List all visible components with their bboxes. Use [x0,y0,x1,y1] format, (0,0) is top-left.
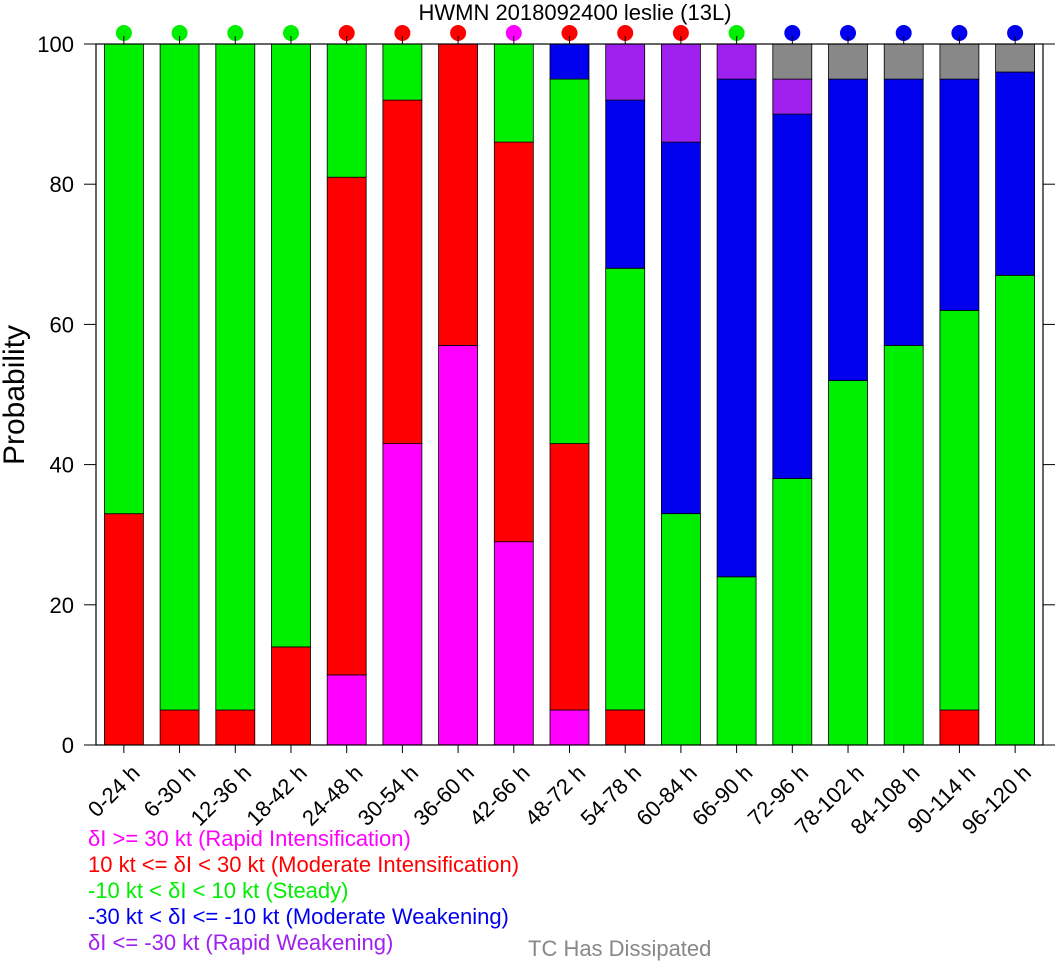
bar-mi-1 [159,709,200,746]
top-marker-8 [561,25,578,41]
bar-st-15 [939,309,980,711]
x-tick-label-10: 60-84 h [631,760,701,830]
bar-mw-8 [549,43,590,80]
y-axis: 0 20 40 60 80 100 [37,32,1055,758]
top-marker-6 [450,25,467,41]
bar-mw-9 [605,99,646,269]
bar-mw-16 [995,71,1035,276]
y-tick-label-1: 20 [50,593,74,618]
x-tick-label-6: 36-60 h [408,760,478,830]
bar-st-4 [326,43,367,178]
bar-mi-9 [605,709,646,746]
bar-st-3 [271,43,311,648]
bar-st-11 [716,576,757,746]
bar-mi-6 [438,43,479,346]
bar-ri-4 [326,674,367,746]
x-tick-label-5: 30-54 h [353,760,423,830]
chart-title: HWMN 2018092400 leslie (13L) [418,0,731,25]
top-marker-11 [728,25,745,41]
top-marker-15 [951,25,968,41]
bar-st-16 [995,274,1035,746]
bar-mi-0 [104,513,144,746]
markers-layer [115,25,1024,41]
x-tick-label-9: 54-78 h [576,760,646,830]
legend-dissipated: TC Has Dissipated [528,936,712,961]
top-marker-7 [505,25,522,41]
y-tick-label-0: 0 [62,733,74,758]
bar-mw-11 [716,78,757,578]
bar-ri-7 [493,541,534,746]
bar-mw-12 [772,113,813,479]
bar-mw-15 [939,78,980,311]
legend-rw: δI <= -30 kt (Rapid Weakening) [88,930,394,955]
top-marker-12 [784,25,801,41]
top-marker-13 [840,25,856,41]
x-tick-label-4: 24-48 h [297,760,367,830]
top-marker-0 [115,25,132,41]
bar-st-7 [493,43,534,143]
legend-mw: -30 kt < δI <= -10 kt (Moderate Weakenin… [88,904,509,929]
y-tick-label-3: 60 [50,312,74,337]
bar-mw-10 [661,141,701,515]
top-marker-4 [338,25,355,41]
bar-rw-10 [661,43,701,143]
x-tick-label-7: 42-66 h [464,760,534,830]
bar-mi-15 [939,709,980,746]
y-tick-label-2: 40 [50,453,74,478]
bar-st-10 [661,513,701,746]
bar-mi-5 [382,99,423,444]
bar-dis-12 [772,43,813,80]
legend-ri: δI >= 30 kt (Rapid Intensification) [88,826,411,851]
top-marker-10 [672,25,689,41]
bars-layer [104,43,1035,746]
x-tick-label-3: 18-42 h [241,760,311,830]
y-tick-label-5: 100 [37,32,74,57]
bar-rw-9 [605,43,646,101]
top-marker-5 [394,25,411,41]
x-tick-label-8: 48-72 h [520,760,590,830]
legend-mi: 10 kt <= δI < 30 kt (Moderate Intensific… [88,852,520,877]
x-tick-label-2: 12-36 h [186,760,256,830]
bar-st-13 [828,380,868,746]
top-marker-14 [895,25,912,41]
bar-st-5 [382,43,423,101]
bar-st-12 [772,478,813,746]
bar-dis-16 [995,43,1035,73]
bar-mi-4 [326,176,367,676]
bar-st-9 [605,267,646,711]
bar-ri-5 [382,443,423,746]
top-marker-9 [617,25,634,41]
bar-mw-13 [828,78,868,381]
bar-rw-12 [772,78,813,115]
legend-st: -10 kt < δI < 10 kt (Steady) [88,878,349,903]
x-tick-label-0: 0-24 h [83,760,145,822]
bar-mi-3 [271,646,311,746]
bar-st-14 [883,344,924,746]
bar-rw-11 [716,43,757,80]
x-tick-label-11: 66-90 h [687,760,757,830]
bar-mw-14 [883,78,924,346]
top-marker-1 [171,25,188,41]
y-axis-label: Probability [0,325,31,465]
bar-mi-2 [215,709,256,746]
bar-st-1 [159,43,200,711]
bar-st-0 [104,43,144,515]
top-marker-2 [227,25,244,41]
bar-dis-14 [883,43,924,80]
bar-mi-7 [493,141,534,543]
bar-dis-13 [828,43,868,80]
y-tick-label-4: 80 [50,172,74,197]
bar-dis-15 [939,43,980,80]
legend: δI >= 30 kt (Rapid Intensification) 10 k… [88,826,519,956]
top-marker-3 [283,25,299,41]
bar-mi-8 [549,443,590,711]
bar-st-2 [215,43,256,711]
bar-ri-6 [438,344,479,746]
bar-st-8 [549,78,590,444]
bar-ri-8 [549,709,590,746]
top-marker-16 [1007,25,1024,41]
